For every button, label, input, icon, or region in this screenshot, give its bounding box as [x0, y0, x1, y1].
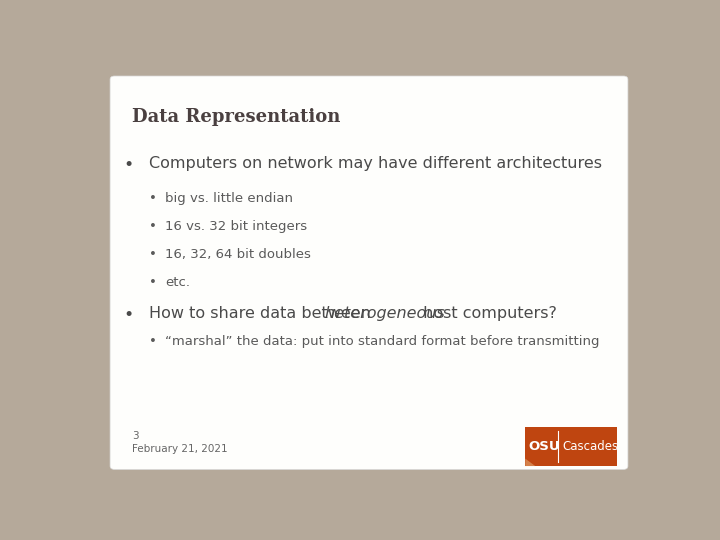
Text: Data Representation: Data Representation: [132, 109, 341, 126]
Text: •: •: [148, 335, 156, 348]
Text: •: •: [148, 220, 156, 233]
FancyBboxPatch shape: [110, 76, 628, 469]
Polygon shape: [526, 458, 535, 466]
Text: How to share data between: How to share data between: [148, 306, 376, 321]
Text: heterogeneous: heterogeneous: [325, 306, 445, 321]
Text: Computers on network may have different architectures: Computers on network may have different …: [148, 156, 602, 171]
Text: •: •: [148, 248, 156, 261]
Text: •: •: [124, 156, 134, 174]
FancyBboxPatch shape: [526, 427, 617, 466]
Text: •: •: [148, 276, 156, 289]
Text: February 21, 2021: February 21, 2021: [132, 443, 228, 454]
Text: •: •: [124, 306, 134, 324]
Text: etc.: etc.: [166, 276, 190, 289]
Text: Cascades: Cascades: [562, 440, 618, 453]
Text: OSU: OSU: [528, 440, 559, 453]
Text: big vs. little endian: big vs. little endian: [166, 192, 293, 205]
Text: •: •: [148, 192, 156, 205]
Text: “marshal” the data: put into standard format before transmitting: “marshal” the data: put into standard fo…: [166, 335, 600, 348]
Text: 16 vs. 32 bit integers: 16 vs. 32 bit integers: [166, 220, 307, 233]
Text: host computers?: host computers?: [418, 306, 557, 321]
Text: 3: 3: [132, 431, 138, 441]
Text: 16, 32, 64 bit doubles: 16, 32, 64 bit doubles: [166, 248, 311, 261]
